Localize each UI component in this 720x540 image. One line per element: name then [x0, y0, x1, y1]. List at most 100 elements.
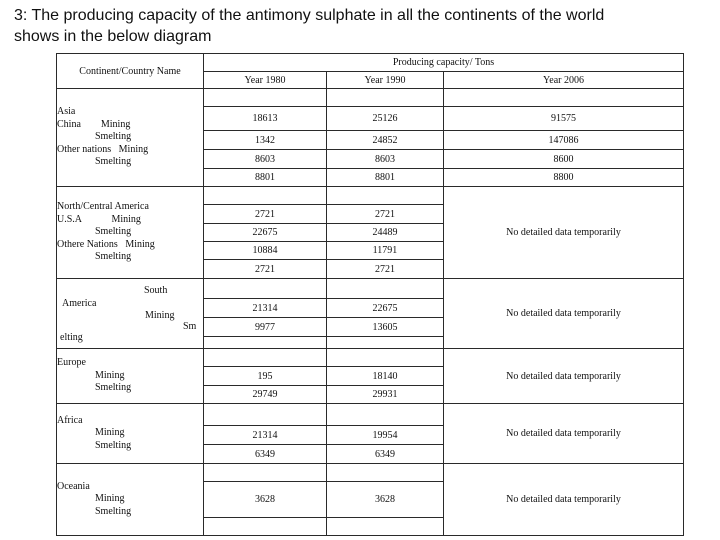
empty-cell [326, 186, 444, 205]
empty-cell [326, 348, 444, 367]
section-label-fragment: Sm [183, 321, 197, 332]
no-data-cell: No detailed data temporarily [443, 348, 684, 404]
table-row: 21314 22675 [57, 298, 684, 318]
section-label-line: Smelting [95, 251, 132, 263]
empty-cell [326, 517, 444, 536]
page-title-line1: 3: The producing capacity of the antimon… [14, 7, 605, 24]
value-cell: 8600 [443, 149, 684, 169]
table-row: 1342 24852 147086 [57, 130, 684, 150]
value-cell: 11791 [326, 241, 444, 260]
value-cell: 24852 [326, 130, 444, 150]
empty-cell [203, 186, 327, 205]
table-row: 8603 8603 8600 [57, 149, 684, 169]
value-cell: 18140 [326, 366, 444, 386]
value-cell: 1342 [203, 130, 327, 150]
section-label-line: Smelting [95, 156, 132, 168]
empty-cell [203, 463, 327, 482]
empty-cell [326, 88, 444, 107]
section-south-america-label: South America Mining Sm elting [56, 278, 204, 349]
empty-cell [203, 336, 327, 349]
section-africa-label: Africa Mining Smelting [56, 403, 204, 464]
empty-cell [326, 336, 444, 349]
section-asia-label: Asia China Mining Smelting Other nations… [56, 88, 204, 187]
value-cell: 3628 [326, 481, 444, 518]
table-row: Europe Mining Smelting No detailed data … [56, 348, 684, 404]
table-row: 2721 2721 [57, 259, 684, 279]
section-label-line: Europe [57, 357, 86, 369]
section-label-line: Smelting [95, 505, 132, 517]
value-cell: 9977 [203, 317, 327, 337]
section-label-line: Oceania [57, 480, 90, 492]
section-label-fragment: America [62, 298, 97, 309]
table-row: Africa Mining Smelting No detailed data … [56, 403, 684, 464]
empty-cell [203, 403, 327, 426]
no-data-cell: No detailed data temporarily [443, 278, 684, 349]
value-cell: 6349 [326, 444, 444, 464]
section-label-line: Africa [57, 414, 83, 426]
table-row: Asia China Mining Smelting Other nations… [56, 88, 684, 187]
table-subheader-row: Year 1980 Year 1990 Year 2006 [57, 71, 684, 89]
table-row: 18613 25126 91575 [57, 106, 684, 131]
empty-cell [326, 278, 444, 299]
empty-cell [203, 348, 327, 367]
value-cell: 10884 [203, 241, 327, 260]
value-cell: 195 [203, 366, 327, 386]
empty-cell [443, 88, 684, 107]
value-cell: 2721 [326, 259, 444, 279]
value-cell: 8801 [326, 168, 444, 187]
capacity-column-header: Producing capacity/ Tons [203, 53, 684, 72]
table-row: 2721 2721 [57, 204, 684, 224]
section-label-line: U.S.A Mining [57, 213, 141, 225]
value-cell: 21314 [203, 298, 327, 318]
value-cell: 8603 [326, 149, 444, 169]
table-row: North/Central America U.S.A Mining Smelt… [56, 186, 684, 279]
section-label-fragment: South [144, 285, 168, 296]
value-cell: 147086 [443, 130, 684, 150]
value-cell: 22675 [203, 223, 327, 242]
value-cell: 22675 [326, 298, 444, 318]
value-cell: 2721 [326, 204, 444, 224]
table-row: 9977 13605 [57, 317, 684, 337]
value-cell: 21314 [203, 425, 327, 445]
year-2006-header: Year 2006 [443, 71, 684, 89]
section-label-line: Other nations Mining [57, 143, 149, 155]
value-cell: 6349 [203, 444, 327, 464]
no-data-cell: No detailed data temporarily [443, 403, 684, 464]
section-label-line: Mining [95, 427, 125, 439]
section-europe-label: Europe Mining Smelting [56, 348, 204, 404]
section-label-line: China Mining [57, 118, 131, 130]
page-title-line2: shows in the below diagram [14, 28, 212, 45]
value-cell: 18613 [203, 106, 327, 131]
section-north-central-america-label: North/Central America U.S.A Mining Smelt… [56, 186, 204, 279]
empty-cell [203, 517, 327, 536]
empty-cell [326, 463, 444, 482]
table-row: Oceania Mining Smelting No detailed data… [56, 463, 684, 536]
no-data-cell: No detailed data temporarily [443, 463, 684, 536]
value-cell: 8801 [203, 168, 327, 187]
table-row: 6349 6349 [57, 444, 684, 464]
section-oceania-label: Oceania Mining Smelting [56, 463, 204, 536]
value-cell: 24489 [326, 223, 444, 242]
table-row: 3628 3628 [57, 481, 684, 518]
section-label-line: Asia [57, 106, 76, 118]
section-label-line: Mining [95, 493, 125, 505]
table-row [57, 517, 684, 536]
value-cell: 19954 [326, 425, 444, 445]
value-cell: 3628 [203, 481, 327, 518]
table-row: 21314 19954 [57, 425, 684, 445]
table-header-row: Continent/Country Name Producing capacit… [56, 53, 684, 89]
value-cell: 8603 [203, 149, 327, 169]
capacity-table: Continent/Country Name Producing capacit… [56, 53, 684, 536]
section-label-line: Smelting [95, 131, 132, 143]
page-title: 3: The producing capacity of the antimon… [14, 5, 604, 47]
no-data-cell: No detailed data temporarily [443, 186, 684, 279]
value-cell: 13605 [326, 317, 444, 337]
section-label-line: North/Central America [57, 201, 149, 213]
year-1980-header: Year 1980 [203, 71, 327, 89]
section-label-fragment: elting [60, 332, 83, 343]
value-cell: 2721 [203, 259, 327, 279]
value-cell: 2721 [203, 204, 327, 224]
section-label-line: Mining [95, 369, 125, 381]
value-cell: 8800 [443, 168, 684, 187]
